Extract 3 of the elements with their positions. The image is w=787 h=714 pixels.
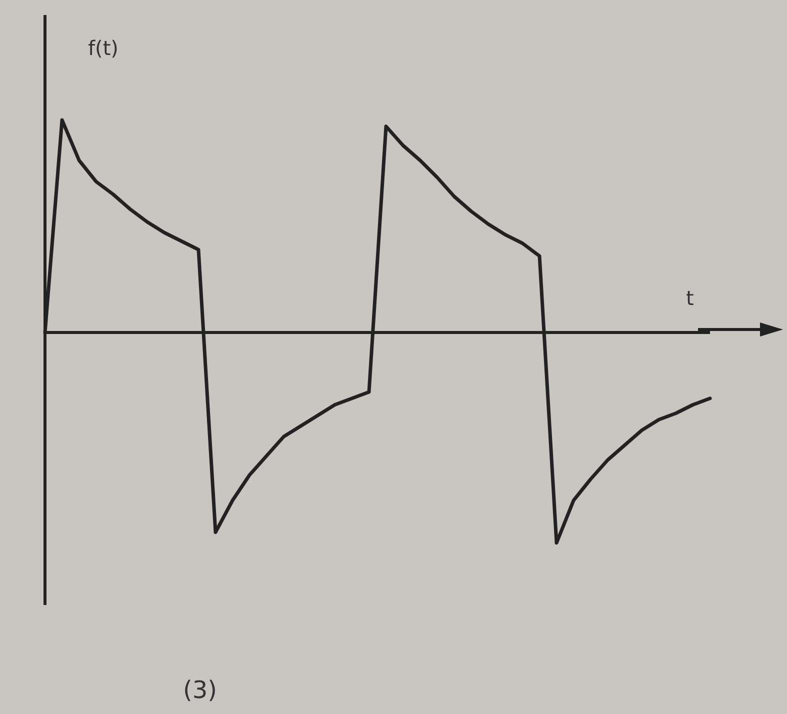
- text: (3): [183, 676, 217, 704]
- y-axis-title: f(t): [88, 36, 118, 60]
- x-axis-title: t: [686, 286, 694, 310]
